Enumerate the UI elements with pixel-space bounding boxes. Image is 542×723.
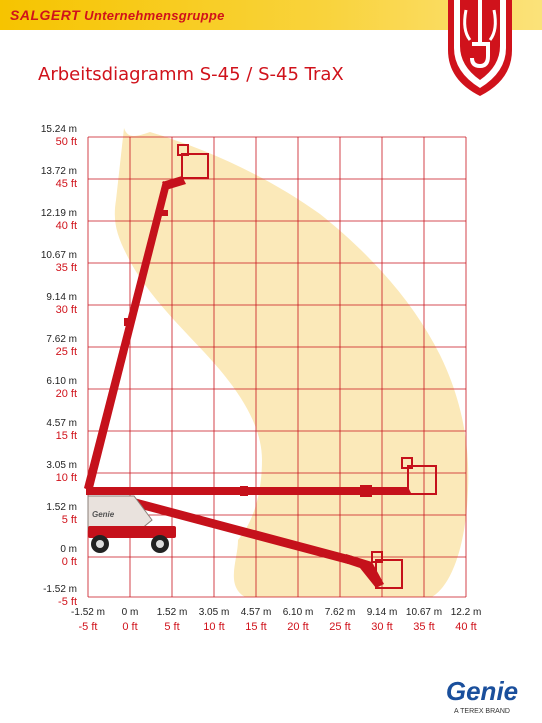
y-tick-45ft: 13.72 m 45 ft	[40, 166, 77, 190]
grid	[87, 136, 467, 598]
x-tick-30ft: 9.14 m 30 ft	[366, 607, 398, 633]
y-tick-40ft: 12.19 m 40 ft	[40, 208, 77, 232]
machine-base: Genie	[87, 495, 176, 553]
boom-below-grade	[130, 498, 384, 588]
diagram-title: Arbeitsdiagramm S-45 / S-45 TraX	[38, 64, 344, 85]
genie-logo-text: Genie	[446, 676, 518, 706]
machine-label: Genie	[92, 510, 115, 519]
platform-horizontal	[401, 457, 437, 495]
boom-horizontal	[86, 485, 412, 497]
x-tick-35ft: 10.67 m 35 ft	[405, 607, 443, 633]
y-tick-30ft: 9.14 m 30 ft	[46, 292, 77, 316]
y-tick-20ft: 6.10 m 20 ft	[46, 376, 77, 400]
x-tick-25ft: 7.62 m 25 ft	[324, 607, 356, 633]
y-tick-35ft: 10.67 m 35 ft	[40, 250, 77, 274]
y-tick-50ft: 15.24 m 50 ft	[40, 124, 77, 148]
company-brand: SALGERT	[10, 7, 81, 23]
platform-top	[177, 144, 209, 179]
working-envelope	[114, 128, 469, 597]
company-subtitle: Unternehmensgruppe	[84, 8, 225, 23]
y-tick-10ft: 3.05 m 10 ft	[46, 460, 77, 484]
genie-logo: Genie A TEREX BRAND	[446, 676, 518, 715]
company-name: SALGERT Unternehmensgruppe	[10, 7, 225, 23]
y-tick-minus5ft: -1.52 m -5 ft	[43, 584, 77, 608]
platform-below	[371, 551, 403, 589]
x-tick-40ft: 12.2 m 40 ft	[450, 607, 482, 633]
x-tick-20ft: 6.10 m 20 ft	[282, 607, 314, 633]
boom-vertical	[84, 176, 186, 492]
salgert-crane-hook-logo	[448, 0, 512, 96]
x-tick-minus5ft: -1.52 m -5 ft	[71, 607, 105, 633]
terex-tagline: A TEREX BRAND	[454, 708, 510, 715]
x-tick-15ft: 4.57 m 15 ft	[240, 607, 272, 633]
y-tick-25ft: 7.62 m 25 ft	[46, 334, 77, 358]
x-tick-10ft: 3.05 m 10 ft	[198, 607, 230, 633]
y-tick-15ft: 4.57 m 15 ft	[46, 418, 77, 442]
